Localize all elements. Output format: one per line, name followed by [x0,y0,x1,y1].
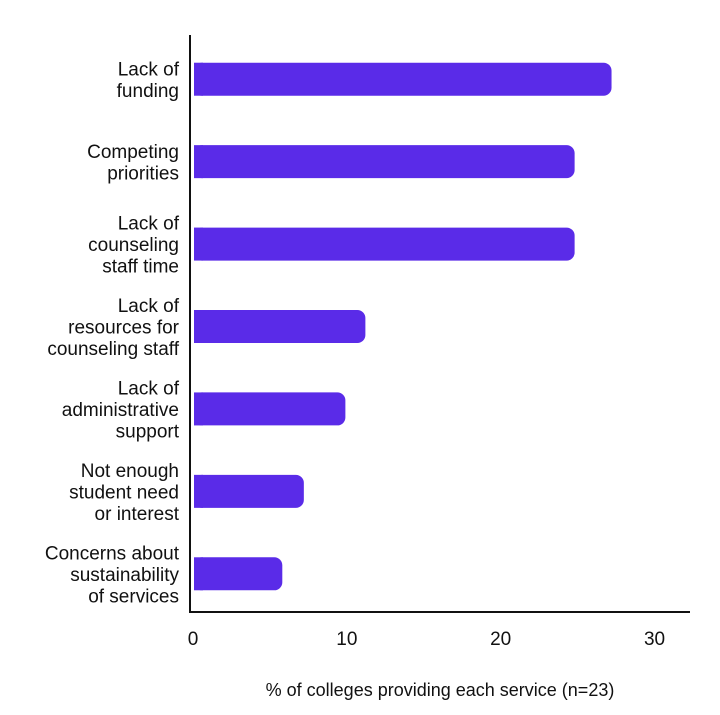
category-label-6: Concerns about sustainability of services [45,543,180,607]
category-label-5-line-0: Not enough [81,461,179,482]
category-label-3-line-2: counseling staff [47,339,179,360]
bar-0 [194,62,612,96]
bar-3-base [194,310,203,343]
x-tick-label-3: 30 [644,629,665,650]
category-label-1-line-0: Competing [87,142,179,163]
category-label-4: Lack of administrative support [62,378,180,442]
x-tick-label-2: 20 [490,629,511,650]
category-label-3-line-0: Lack of [118,296,180,317]
category-label-5-line-1: student need [69,482,179,503]
bar-5 [194,474,304,508]
bar-0-base [194,62,203,96]
category-label-2: Lack of counseling staff time [88,214,180,278]
bar-2-base [194,227,203,261]
bar-2 [194,227,575,261]
category-label-3: Lack of resources for counseling staff [47,296,179,360]
category-label-6-line-0: Concerns about [45,543,180,564]
category-label-0-line-0: Lack of [118,59,180,80]
category-label-1: Competing priorities [87,142,179,185]
category-label-3-line-1: resources for [68,318,180,339]
bar-1-base [194,145,203,179]
category-label-4-line-1: administrative [62,400,179,421]
category-label-2-line-1: counseling [88,235,179,256]
category-label-6-line-1: sustainability [70,565,179,586]
x-axis-title: % of colleges providing each service (n=… [266,680,615,700]
bar-6-base [194,557,203,591]
category-label-0-line-1: funding [117,81,179,102]
category-label-4-line-0: Lack of [118,378,180,399]
category-label-5-line-2: or interest [95,504,180,525]
bars-group [194,62,612,591]
category-label-2-line-0: Lack of [118,214,180,235]
category-label-5: Not enough student need or interest [69,461,180,525]
category-label-0: Lack of funding [117,59,180,102]
category-label-6-line-2: of services [88,586,179,607]
bar-6 [194,557,283,591]
category-label-2-line-2: staff time [102,257,179,278]
x-tick-label-1: 10 [336,629,357,650]
bar-4-base [194,392,203,426]
bar-5-base [194,474,203,508]
x-tick-labels: 0 10 20 30 [188,629,665,650]
category-label-1-line-1: priorities [107,163,179,184]
category-label-4-line-2: support [116,421,180,442]
bar-3 [194,310,366,343]
bar-1 [194,145,575,179]
x-tick-label-0: 0 [188,629,199,650]
bar-4 [194,392,346,426]
